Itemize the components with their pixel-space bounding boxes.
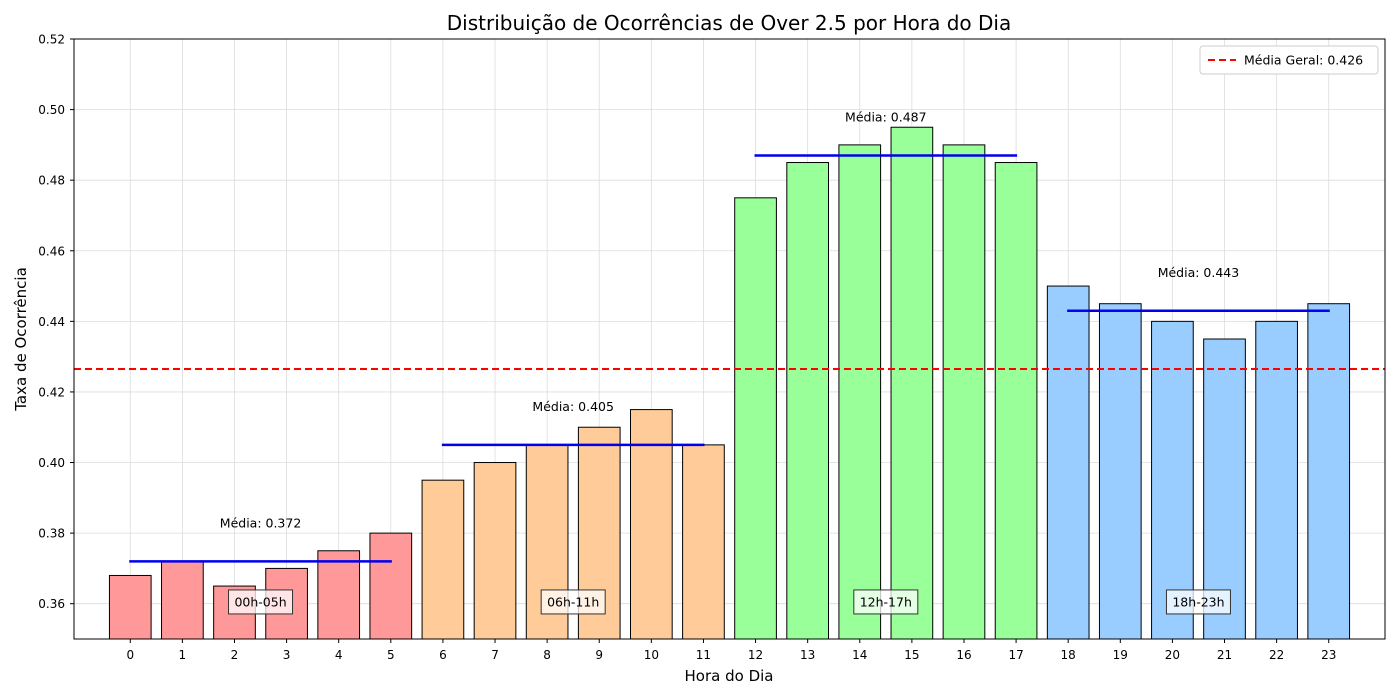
x-tick-label: 8 <box>543 648 551 662</box>
y-tick-label: 0.42 <box>38 385 65 399</box>
period-label: 00h-05h <box>234 594 286 609</box>
x-tick-label: 20 <box>1165 648 1180 662</box>
bar-hour-23 <box>1307 303 1351 640</box>
x-tick-label: 13 <box>800 648 815 662</box>
legend-label: Média Geral: 0.426 <box>1244 53 1363 68</box>
bar-hour-17 <box>994 162 1038 640</box>
y-tick-label: 0.38 <box>38 527 65 541</box>
y-tick-label: 0.52 <box>38 33 65 47</box>
period-label: 06h-11h <box>547 594 599 609</box>
legend: Média Geral: 0.426 <box>1199 45 1379 75</box>
bar-hour-0 <box>108 574 152 640</box>
bar-hour-12 <box>734 197 777 640</box>
x-tick-label: 14 <box>852 648 867 662</box>
period-label-box <box>228 589 294 615</box>
x-tick-label: 6 <box>439 648 447 662</box>
y-tick-label: 0.50 <box>38 103 65 117</box>
period-label-box <box>1165 589 1231 615</box>
bar-hour-15 <box>890 126 934 640</box>
period-label-box <box>853 589 919 615</box>
period-label-box <box>540 589 606 615</box>
bar-hour-11 <box>682 444 725 640</box>
x-axis-label: Hora do Dia <box>685 667 774 685</box>
x-tick-label: 12 <box>748 648 763 662</box>
x-tick-label: 11 <box>696 648 711 662</box>
bar-hour-4 <box>317 550 361 640</box>
x-tick-label: 5 <box>387 648 395 662</box>
x-tick-label: 7 <box>491 648 499 662</box>
period-label: 18h-23h <box>1172 594 1224 609</box>
bar-hour-19 <box>1098 303 1142 640</box>
bar-hour-6 <box>421 479 465 640</box>
period-mean-label: Média: 0.405 <box>532 399 614 414</box>
x-tick-label: 18 <box>1061 648 1076 662</box>
x-tick-label: 1 <box>179 648 187 662</box>
x-tick-label: 3 <box>283 648 291 662</box>
axes-layer: 0.360.380.400.420.440.460.480.500.520 1 2 3… <box>38 33 1386 662</box>
mean-lines-layer: Média: 0.372 00h-05h Média: 0.405 06h-11h Mé… <box>74 109 1385 615</box>
x-tick-label: 22 <box>1269 648 1284 662</box>
bar-hour-21 <box>1203 338 1246 640</box>
period-mean-label: Média: 0.443 <box>1158 265 1240 280</box>
y-tick-label: 0.48 <box>38 174 65 188</box>
x-tick-label: 17 <box>1008 648 1023 662</box>
plot-frame <box>73 38 1386 640</box>
y-tick-label: 0.40 <box>38 456 65 470</box>
x-tick-label: 16 <box>956 648 971 662</box>
x-tick-label: 21 <box>1217 648 1232 662</box>
y-tick-label: 0.36 <box>38 597 65 611</box>
bar-hour-1 <box>161 560 204 640</box>
bars-layer <box>108 126 1351 640</box>
bar-hour-7 <box>473 462 517 640</box>
x-tick-label: 0 <box>126 648 134 662</box>
chart-title: Distribuição de Ocorrências de Over 2.5 … <box>447 11 1011 35</box>
y-tick-label: 0.44 <box>38 315 65 329</box>
bar-hour-14 <box>838 144 882 640</box>
period-label: 12h-17h <box>860 594 912 609</box>
bar-hour-10 <box>629 409 673 640</box>
x-tick-label: 9 <box>595 648 603 662</box>
y-axis-label: Taxa de Ocorrência <box>12 267 30 412</box>
bar-hour-16 <box>942 144 986 640</box>
bar-hour-18 <box>1046 285 1090 640</box>
legend-box <box>1199 45 1379 75</box>
bar-hour-20 <box>1151 320 1194 640</box>
x-tick-label: 23 <box>1321 648 1336 662</box>
y-tick-label: 0.46 <box>38 244 65 258</box>
x-tick-label: 19 <box>1113 648 1128 662</box>
x-tick-label: 15 <box>904 648 919 662</box>
x-tick-label: 4 <box>335 648 343 662</box>
period-mean-label: Média: 0.487 <box>845 109 927 124</box>
bar-hour-13 <box>786 162 830 640</box>
x-tick-label: 2 <box>231 648 239 662</box>
x-tick-label: 10 <box>644 648 659 662</box>
bar-hour-5 <box>369 532 413 640</box>
period-mean-label: Média: 0.372 <box>220 515 302 530</box>
